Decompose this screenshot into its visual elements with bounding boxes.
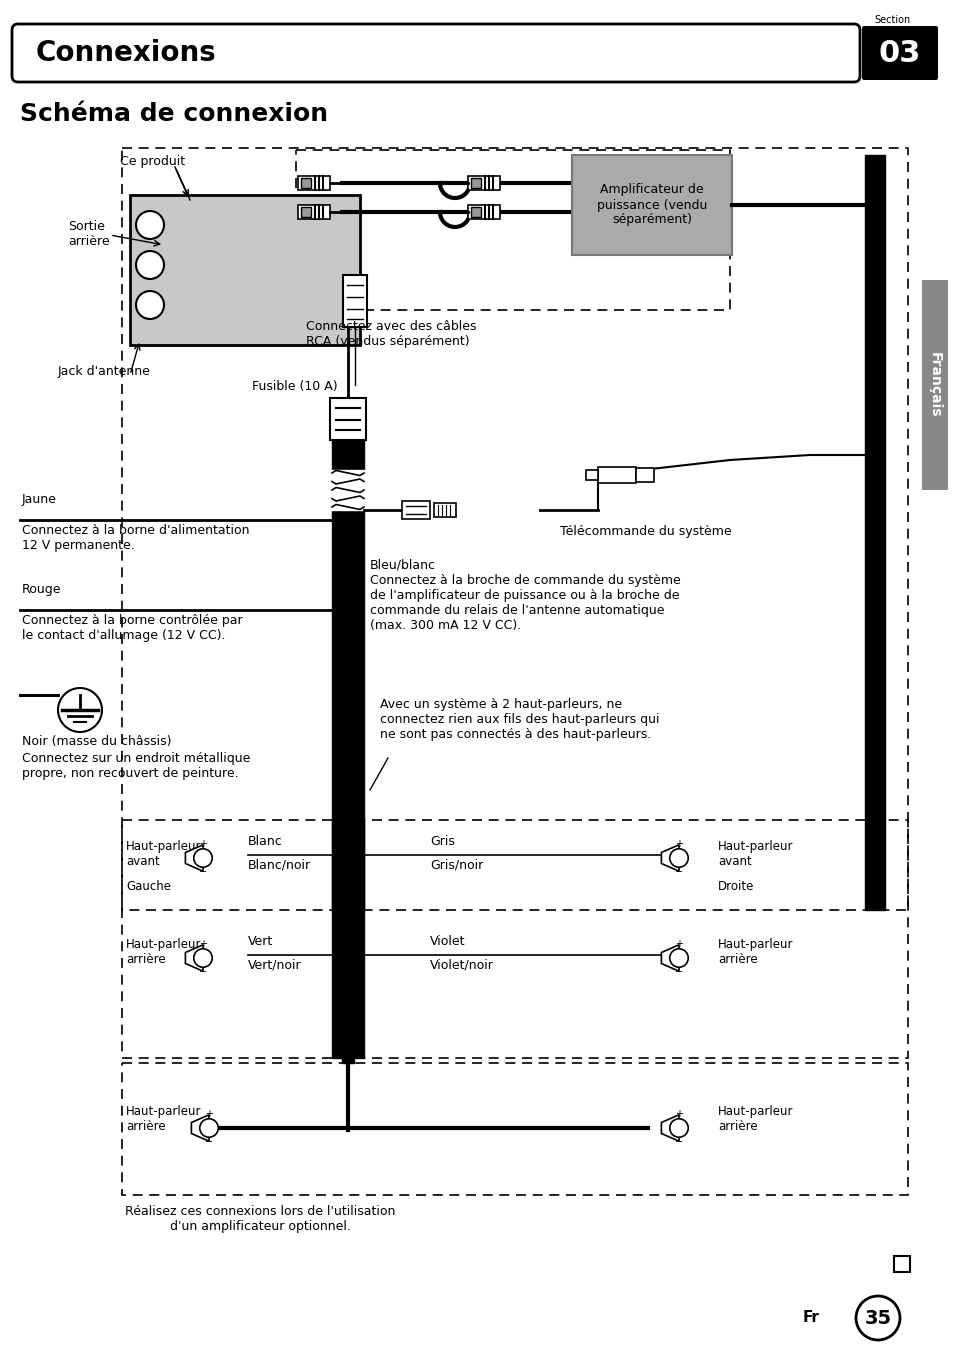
Circle shape xyxy=(193,849,212,867)
Text: +: + xyxy=(675,1109,682,1118)
Text: −: − xyxy=(674,967,682,977)
Text: Violet: Violet xyxy=(430,936,465,948)
Bar xyxy=(297,206,330,219)
Bar xyxy=(122,147,907,910)
Bar xyxy=(471,207,480,218)
Bar xyxy=(122,821,907,1059)
Text: −: − xyxy=(199,867,207,877)
Bar xyxy=(434,503,456,516)
Text: Connectez sur un endroit métallique
propre, non recouvert de peinture.: Connectez sur un endroit métallique prop… xyxy=(22,752,250,780)
Bar xyxy=(122,1063,907,1195)
Text: Droite: Droite xyxy=(718,880,754,894)
Text: +: + xyxy=(675,938,682,949)
Text: Fusible (10 A): Fusible (10 A) xyxy=(252,380,337,393)
Text: Gris: Gris xyxy=(430,836,455,848)
Text: Jack d'antenne: Jack d'antenne xyxy=(58,365,151,379)
Text: +: + xyxy=(199,938,207,949)
Text: Gris/noir: Gris/noir xyxy=(430,859,483,871)
FancyBboxPatch shape xyxy=(12,24,859,82)
Circle shape xyxy=(193,949,212,967)
Circle shape xyxy=(669,849,687,867)
Bar xyxy=(330,397,366,439)
Text: Réalisez ces connexions lors de l'utilisation
d'un amplificateur optionnel.: Réalisez ces connexions lors de l'utilis… xyxy=(125,1205,395,1233)
Bar xyxy=(130,195,359,345)
Text: Amplificateur de
puissance (vendu
séparément): Amplificateur de puissance (vendu séparé… xyxy=(597,184,706,227)
Text: Bleu/blanc: Bleu/blanc xyxy=(370,558,436,571)
Circle shape xyxy=(669,949,687,967)
Text: Télécommande du système: Télécommande du système xyxy=(559,525,731,538)
Bar xyxy=(301,178,311,188)
Text: Blanc: Blanc xyxy=(248,836,282,848)
Text: Connectez à la borne contrôlée par
le contact d'allumage (12 V CC).: Connectez à la borne contrôlée par le co… xyxy=(22,614,242,642)
Text: Section: Section xyxy=(874,15,910,24)
Text: Haut-parleur
arrière: Haut-parleur arrière xyxy=(126,1105,201,1133)
Bar xyxy=(301,207,311,218)
Circle shape xyxy=(136,211,164,239)
Text: +: + xyxy=(675,838,682,849)
Text: Jaune: Jaune xyxy=(22,493,57,506)
Text: Connexions: Connexions xyxy=(36,39,216,68)
Polygon shape xyxy=(660,845,679,871)
Text: Connectez à la borne d'alimentation
12 V permanente.: Connectez à la borne d'alimentation 12 V… xyxy=(22,525,250,552)
Text: Sortie
arrière: Sortie arrière xyxy=(68,220,110,247)
Polygon shape xyxy=(660,945,679,971)
Circle shape xyxy=(136,291,164,319)
Bar xyxy=(401,502,430,519)
Bar xyxy=(585,470,598,480)
Text: Haut-parleur
arrière: Haut-parleur arrière xyxy=(718,938,793,965)
Text: −: − xyxy=(205,1137,213,1148)
Polygon shape xyxy=(192,1115,209,1141)
Circle shape xyxy=(855,1297,899,1340)
Bar xyxy=(598,466,636,483)
Text: Vert: Vert xyxy=(248,936,273,948)
Bar xyxy=(297,176,330,191)
Text: −: − xyxy=(674,867,682,877)
Text: Français: Français xyxy=(927,353,941,418)
Text: Noir (masse du châssis): Noir (masse du châssis) xyxy=(22,735,172,748)
Text: Rouge: Rouge xyxy=(22,583,61,596)
Bar xyxy=(572,155,731,256)
Text: Haut-parleur
avant: Haut-parleur avant xyxy=(718,840,793,868)
Circle shape xyxy=(669,1118,687,1137)
Bar xyxy=(893,1256,909,1272)
Bar xyxy=(468,206,499,219)
Polygon shape xyxy=(660,1115,679,1141)
Circle shape xyxy=(136,251,164,279)
Text: Vert/noir: Vert/noir xyxy=(248,959,301,971)
FancyBboxPatch shape xyxy=(862,26,937,80)
Text: Haut-parleur
arrière: Haut-parleur arrière xyxy=(126,938,201,965)
Text: Violet/noir: Violet/noir xyxy=(430,959,494,971)
Text: Connectez à la broche de commande du système
de l'amplificateur de puissance ou : Connectez à la broche de commande du sys… xyxy=(370,575,680,631)
Polygon shape xyxy=(185,945,203,971)
Bar xyxy=(343,274,367,327)
Text: Haut-parleur
avant: Haut-parleur avant xyxy=(126,840,201,868)
Text: 03: 03 xyxy=(878,38,921,68)
Text: +: + xyxy=(199,838,207,849)
Bar xyxy=(636,468,654,483)
Text: Gauche: Gauche xyxy=(126,880,171,894)
Text: Fr: Fr xyxy=(802,1310,820,1325)
Text: Haut-parleur
arrière: Haut-parleur arrière xyxy=(718,1105,793,1133)
Text: Avec un système à 2 haut-parleurs, ne
connectez rien aux fils des haut-parleurs : Avec un système à 2 haut-parleurs, ne co… xyxy=(379,698,659,741)
Text: Connectez avec des câbles
RCA (vendus séparément): Connectez avec des câbles RCA (vendus sé… xyxy=(306,320,476,347)
Text: −: − xyxy=(199,967,207,977)
Text: Ce produit: Ce produit xyxy=(120,155,185,168)
Text: 35: 35 xyxy=(863,1309,891,1328)
Text: +: + xyxy=(205,1109,213,1118)
Bar xyxy=(295,150,729,310)
Text: −: − xyxy=(674,1137,682,1148)
Polygon shape xyxy=(185,845,203,871)
Bar xyxy=(921,280,947,489)
Circle shape xyxy=(199,1118,218,1137)
Bar xyxy=(468,176,499,191)
Circle shape xyxy=(58,688,102,731)
Text: Blanc/noir: Blanc/noir xyxy=(248,859,311,871)
Text: Schéma de connexion: Schéma de connexion xyxy=(20,101,328,126)
Bar xyxy=(471,178,480,188)
